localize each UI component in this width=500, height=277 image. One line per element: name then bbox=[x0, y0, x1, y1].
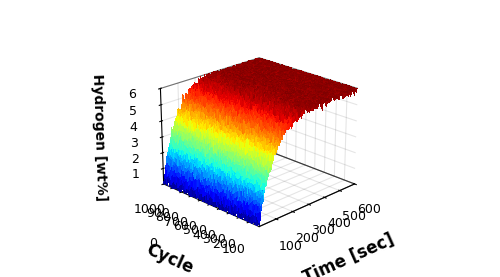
Text: 0: 0 bbox=[150, 237, 158, 250]
X-axis label: Time [sec]: Time [sec] bbox=[300, 231, 397, 277]
Y-axis label: Cycle: Cycle bbox=[143, 240, 196, 277]
